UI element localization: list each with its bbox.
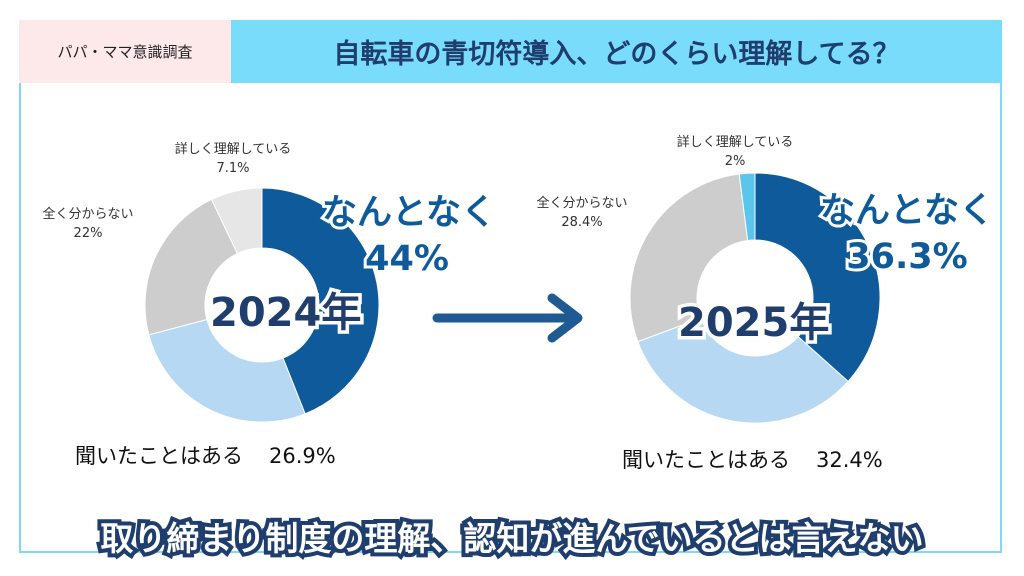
donut-slice-2025-2 [629, 173, 749, 343]
heard-label-text-2024: 聞いたことはある [75, 444, 243, 468]
heard-label-2024: 聞いたことはある 26.9% [75, 440, 336, 470]
detailed-label-text-2025: 詳しく理解している [676, 135, 794, 150]
donut-slice-2025-3 [738, 172, 756, 242]
donut-slice-2024-3 [210, 187, 263, 255]
detailed-value-2025: 2% [724, 154, 746, 169]
donut-slice-2024-1 [148, 318, 306, 423]
content-frame [19, 83, 1002, 553]
conclusion-banner: 取り締まり制度の理解、認知が進んでいるとは言えない [96, 515, 927, 562]
page-title: 自転車の青切符導入、どのくらい理解してる？ [231, 20, 1002, 83]
year-label-2025: 2025年 [674, 297, 832, 350]
none-label-2025: 全く分からない 28.4% [514, 194, 650, 232]
callout-value-2025: 36.3% [843, 234, 970, 280]
callout-value-2024: 44% [362, 236, 452, 282]
callout-2025: なんとなく 36.3% [812, 188, 1002, 280]
none-label-text-2024: 全く分からない [42, 207, 134, 222]
survey-tag: パパ・ママ意識調査 [19, 20, 231, 83]
year-label-2024: 2024年 [206, 287, 364, 340]
detailed-value-2024: 7.1% [216, 161, 250, 176]
none-value-2024: 22% [73, 226, 103, 241]
detailed-label-text-2024: 詳しく理解している [174, 142, 292, 157]
heard-value-2025: 32.4% [816, 448, 883, 472]
callout-2024: なんとなく 44% [319, 190, 499, 282]
heard-value-2024: 26.9% [269, 444, 336, 468]
detailed-label-2024: 詳しく理解している 7.1% [148, 140, 318, 178]
arrow-icon [432, 293, 583, 343]
none-value-2025: 28.4% [561, 215, 603, 230]
donut-slice-2025-1 [637, 317, 849, 424]
heard-label-2025: 聞いたことはある 32.4% [622, 444, 883, 474]
donut-chart-2025 [629, 172, 881, 424]
heard-label-text-2025: 聞いたことはある [622, 448, 790, 472]
donut-chart-2024 [144, 187, 380, 423]
none-label-text-2025: 全く分からない [536, 196, 628, 211]
none-label-2024: 全く分からない 22% [28, 205, 148, 243]
donut-slice-2024-0 [261, 187, 380, 415]
callout-label-2025: なんとなく [817, 188, 997, 234]
donut-slice-2024-2 [144, 198, 239, 336]
callout-label-2024: なんとなく [319, 190, 499, 236]
donut-slice-2025-0 [754, 172, 881, 383]
arrow-head [547, 293, 583, 343]
detailed-label-2025: 詳しく理解している 2% [650, 133, 820, 171]
